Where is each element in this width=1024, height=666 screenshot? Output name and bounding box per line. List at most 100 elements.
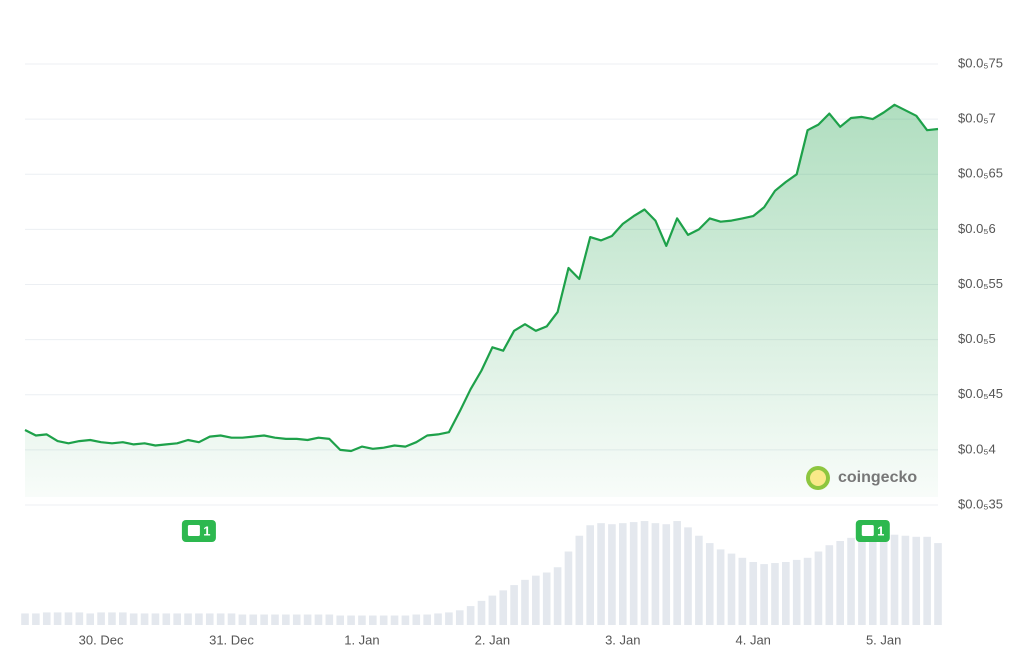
- volume-bar: [271, 614, 279, 625]
- x-tick-label: 3. Jan: [605, 632, 640, 647]
- volume-bar: [86, 613, 95, 625]
- volume-bar: [412, 614, 421, 625]
- volume-bar: [184, 613, 192, 625]
- volume-bar: [205, 613, 214, 625]
- volume-bar: [379, 615, 388, 625]
- y-tick-label: $0.0₅6: [958, 221, 996, 236]
- volume-bar: [760, 564, 768, 625]
- volume-bar: [314, 614, 323, 625]
- volume-bar: [303, 614, 312, 625]
- volume-bar: [684, 527, 692, 625]
- x-tick-label: 31. Dec: [209, 632, 254, 647]
- volume-bar: [499, 590, 508, 625]
- volume-bar: [868, 535, 877, 625]
- volume-bar: [640, 521, 649, 625]
- volume-bar: [434, 613, 442, 625]
- x-tick-label: 4. Jan: [736, 632, 771, 647]
- volume-bar: [825, 545, 834, 625]
- volume-bar: [890, 534, 899, 625]
- volume-bar: [227, 613, 236, 625]
- volume-bar: [542, 572, 551, 625]
- volume-bar: [792, 559, 801, 625]
- x-tick-label: 2. Jan: [475, 632, 510, 647]
- volume-bar: [151, 613, 160, 625]
- volume-bar: [173, 613, 181, 625]
- news-count: 1: [203, 523, 210, 538]
- volume-bar: [727, 553, 736, 625]
- volume-bar: [586, 525, 594, 625]
- volume-bar: [195, 613, 203, 625]
- x-tick-label: 1. Jan: [344, 632, 379, 647]
- volume-bar: [282, 614, 290, 625]
- news-marker[interactable]: 1: [855, 520, 890, 542]
- volume-bar: [260, 614, 268, 625]
- volume-bar: [738, 557, 747, 625]
- volume-bar: [705, 543, 714, 625]
- volume-bar: [771, 563, 779, 625]
- area: [25, 104, 938, 498]
- news-marker[interactable]: 1: [181, 520, 216, 542]
- news-count: 1: [877, 523, 884, 538]
- volume-bar: [564, 551, 573, 625]
- volume-bar: [325, 614, 334, 625]
- volume-bar: [129, 613, 138, 625]
- volume-bar: [923, 536, 931, 625]
- volume-bar: [347, 615, 355, 625]
- volume-bar: [934, 543, 942, 625]
- volume-bar: [21, 613, 29, 625]
- volume-bar: [695, 535, 703, 625]
- volume-bar: [32, 613, 40, 625]
- volume-bar: [423, 614, 431, 625]
- volume-bar: [782, 562, 790, 625]
- y-tick-label: $0.0₅4: [958, 441, 996, 456]
- volume-bar: [651, 523, 660, 625]
- watermark-text: coingecko: [838, 469, 917, 486]
- volume-bar: [75, 612, 84, 625]
- volume-bar: [749, 562, 758, 625]
- volume-bar: [401, 615, 410, 625]
- volume-bar: [119, 612, 127, 625]
- volume-bar: [64, 612, 73, 625]
- volume-bar: [477, 600, 486, 625]
- volume-bar: [390, 615, 399, 625]
- volume-bar: [716, 549, 725, 625]
- volume-bar: [532, 575, 540, 625]
- volume-bar: [53, 612, 62, 625]
- news-icon: [187, 525, 200, 536]
- volume-bar: [455, 610, 464, 625]
- y-tick-label: $0.0₅55: [958, 276, 1003, 291]
- volume-bar: [216, 613, 225, 625]
- news-icon: [861, 525, 874, 536]
- y-tick-label: $0.0₅5: [958, 331, 996, 346]
- x-tick-label: 5. Jan: [866, 632, 901, 647]
- volume-bar: [369, 615, 377, 625]
- volume-bar: [662, 524, 671, 625]
- y-tick-label: $0.0₅45: [958, 386, 1003, 401]
- volume-bar: [238, 614, 247, 625]
- volume-bar: [292, 614, 301, 625]
- volume-bar: [847, 537, 855, 625]
- volume-bar: [858, 535, 866, 625]
- volume-bar: [879, 534, 888, 625]
- volume-bar: [814, 551, 823, 625]
- volume-bar: [521, 579, 529, 625]
- volume-bar: [249, 614, 258, 625]
- watermark: coingecko: [806, 466, 917, 490]
- volume-bar: [108, 612, 116, 625]
- volume-bar: [912, 536, 921, 625]
- volume-bar: [836, 541, 844, 625]
- volume-bar: [618, 523, 627, 625]
- y-tick-label: $0.0₅35: [958, 496, 1003, 511]
- x-tick-label: 30. Dec: [79, 632, 124, 647]
- y-tick-label: $0.0₅65: [958, 166, 1003, 181]
- volume-bar: [553, 567, 562, 625]
- volume-bar: [803, 557, 812, 625]
- volume-bar: [488, 595, 497, 625]
- volume-bar: [510, 585, 518, 625]
- volume-bar: [597, 523, 605, 625]
- volume-bar: [162, 613, 171, 625]
- volume-bar: [901, 535, 910, 625]
- volume-bar: [575, 535, 584, 625]
- volume-bar: [97, 612, 105, 625]
